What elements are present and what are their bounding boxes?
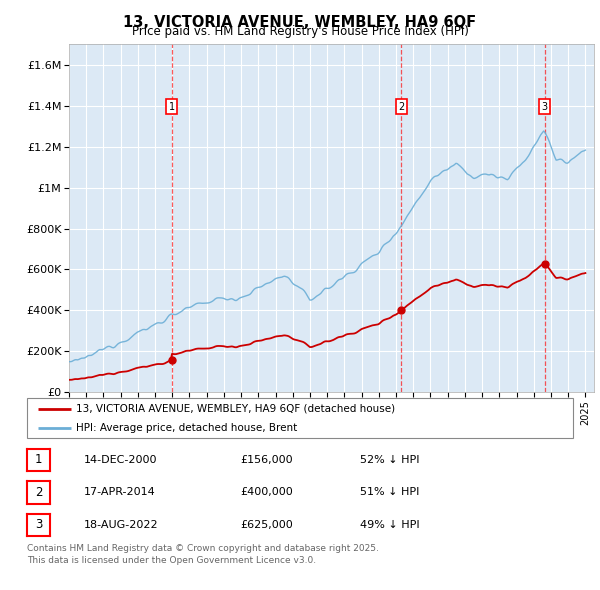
- Text: 51% ↓ HPI: 51% ↓ HPI: [360, 487, 419, 497]
- Text: 13, VICTORIA AVENUE, WEMBLEY, HA9 6QF: 13, VICTORIA AVENUE, WEMBLEY, HA9 6QF: [124, 15, 476, 30]
- Text: 1: 1: [169, 102, 175, 112]
- Text: 18-AUG-2022: 18-AUG-2022: [84, 520, 158, 530]
- Text: Price paid vs. HM Land Registry's House Price Index (HPI): Price paid vs. HM Land Registry's House …: [131, 25, 469, 38]
- Text: 17-APR-2014: 17-APR-2014: [84, 487, 156, 497]
- Text: 49% ↓ HPI: 49% ↓ HPI: [360, 520, 419, 530]
- FancyBboxPatch shape: [27, 398, 573, 438]
- Text: 2: 2: [35, 486, 42, 499]
- Text: £156,000: £156,000: [240, 455, 293, 465]
- Text: 3: 3: [35, 518, 42, 532]
- Text: 1: 1: [35, 453, 42, 467]
- Text: 52% ↓ HPI: 52% ↓ HPI: [360, 455, 419, 465]
- Text: Contains HM Land Registry data © Crown copyright and database right 2025.
This d: Contains HM Land Registry data © Crown c…: [27, 544, 379, 565]
- Text: 14-DEC-2000: 14-DEC-2000: [84, 455, 157, 465]
- Text: 3: 3: [541, 102, 548, 112]
- Text: HPI: Average price, detached house, Brent: HPI: Average price, detached house, Bren…: [76, 423, 298, 432]
- Text: 13, VICTORIA AVENUE, WEMBLEY, HA9 6QF (detached house): 13, VICTORIA AVENUE, WEMBLEY, HA9 6QF (d…: [76, 404, 395, 414]
- Text: £400,000: £400,000: [240, 487, 293, 497]
- Text: £625,000: £625,000: [240, 520, 293, 530]
- Text: 2: 2: [398, 102, 404, 112]
